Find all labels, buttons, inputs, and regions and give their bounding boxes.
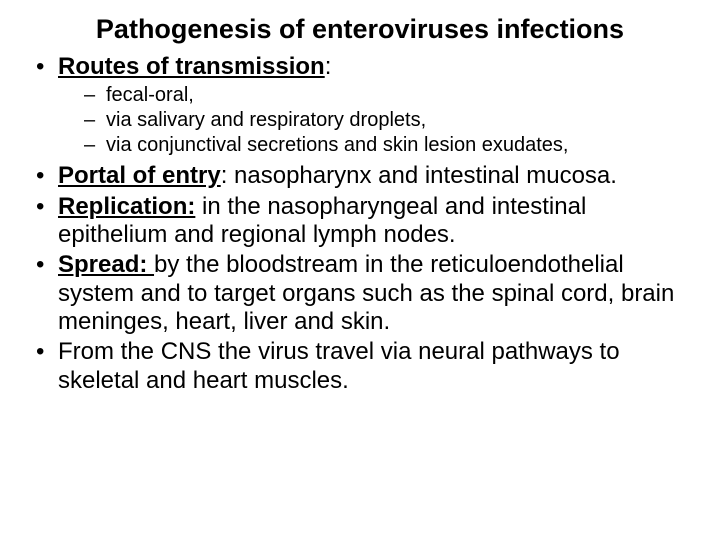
heading-spread: Spread: bbox=[58, 251, 154, 278]
heading-routes: Routes of transmission bbox=[58, 53, 325, 80]
bullet-cns: From the CNS the virus travel via neural… bbox=[30, 338, 690, 395]
heading-replication: Replication: bbox=[58, 193, 195, 220]
bullet-spread: Spread: by the bloodstream in the reticu… bbox=[30, 251, 690, 336]
bullet-routes: Routes of transmission: fecal-oral, via … bbox=[30, 53, 690, 158]
text-cns: From the CNS the virus travel via neural… bbox=[58, 338, 620, 393]
heading-portal: Portal of entry bbox=[58, 162, 221, 189]
sub-bullet-conjunctival: via conjunctival secretions and skin les… bbox=[84, 133, 690, 158]
sub-bullet-salivary: via salivary and respiratory droplets, bbox=[84, 108, 690, 133]
text-portal: nasopharynx and intestinal mucosa. bbox=[227, 162, 617, 189]
slide-title: Pathogenesis of enteroviruses infections bbox=[30, 14, 690, 45]
sub-bullet-list: fecal-oral, via salivary and respiratory… bbox=[84, 83, 690, 158]
slide-container: Pathogenesis of enteroviruses infections… bbox=[0, 0, 720, 407]
bullet-portal: Portal of entry: nasopharynx and intesti… bbox=[30, 162, 690, 190]
colon-routes: : bbox=[325, 53, 332, 80]
bullet-replication: Replication: in the nasopharyngeal and i… bbox=[30, 193, 690, 250]
sub-bullet-fecal-oral: fecal-oral, bbox=[84, 83, 690, 108]
main-bullet-list: Routes of transmission: fecal-oral, via … bbox=[30, 53, 690, 395]
